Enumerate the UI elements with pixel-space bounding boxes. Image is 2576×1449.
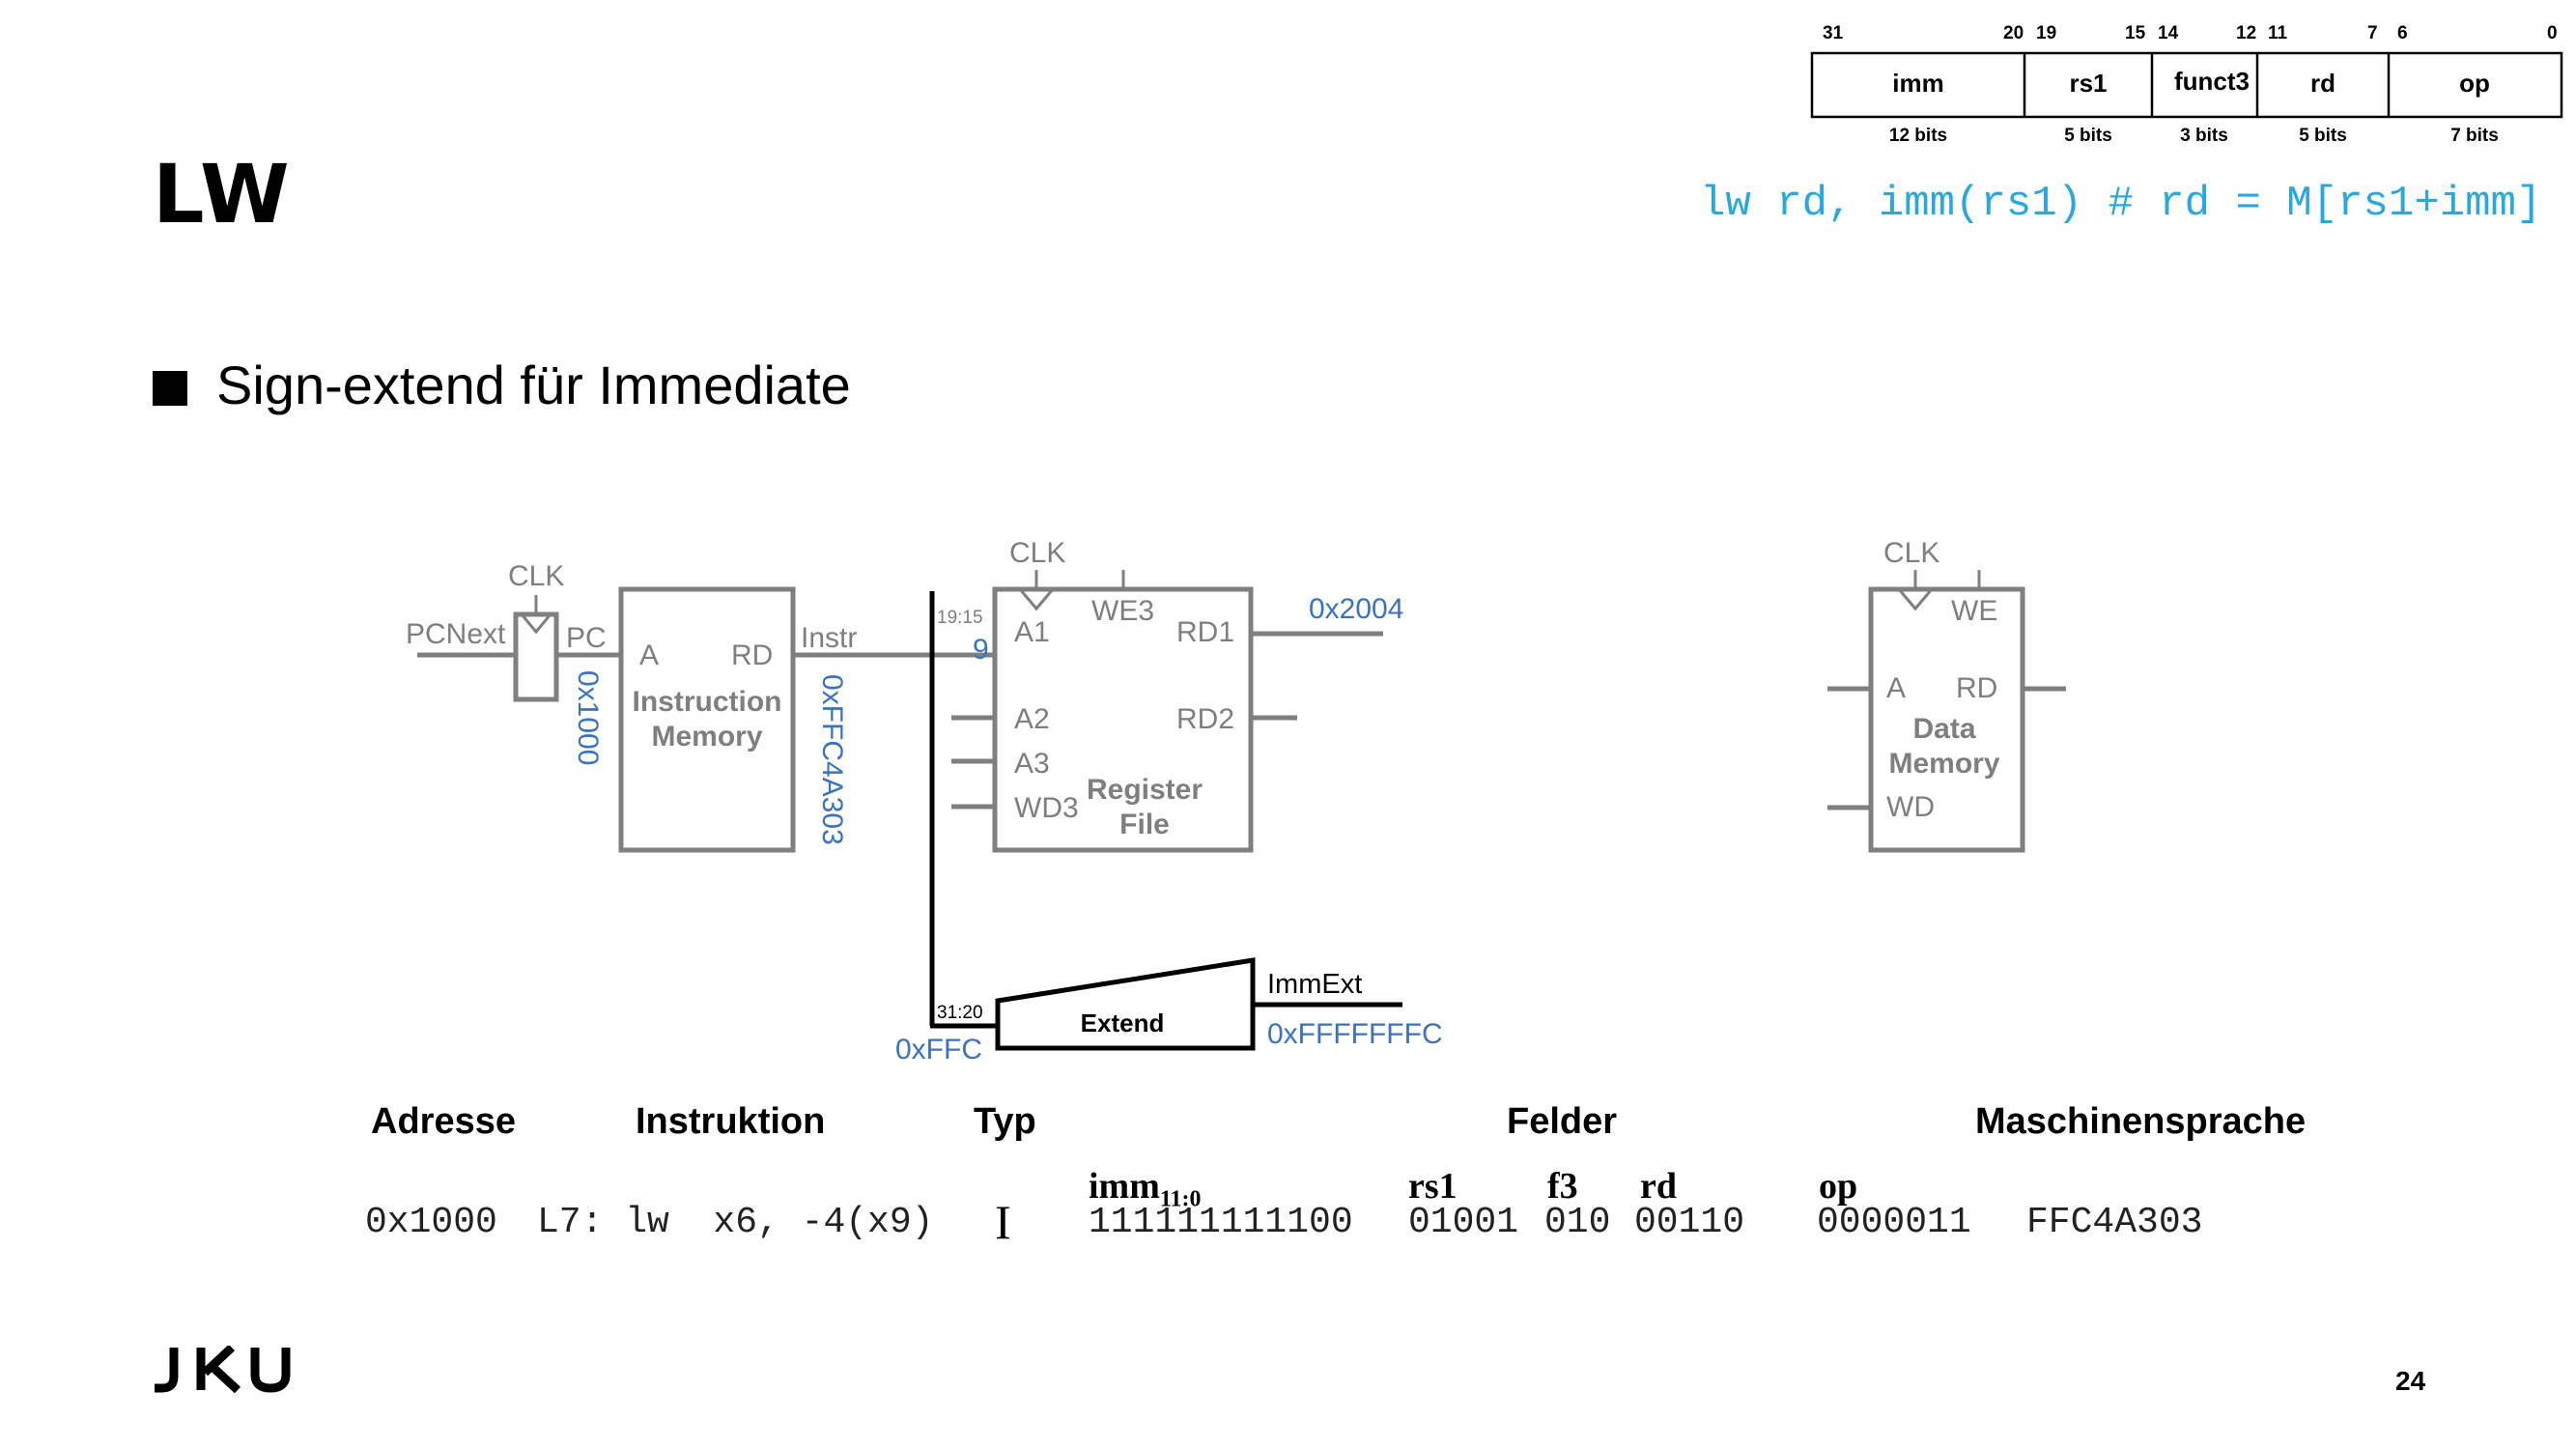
bit-11: 11 (2268, 23, 2288, 43)
instruction-memory (618, 586, 796, 853)
instr-value: 0xFFC4A303 (816, 674, 848, 845)
jku-logo (155, 1346, 291, 1394)
field-label-imm-sub: 11:0 (1159, 1186, 1202, 1212)
bullet-text: Sign-extend für Immediate (216, 355, 851, 415)
dm-name-1: Data (1912, 713, 1975, 745)
header-instruction: Instruktion (636, 1101, 826, 1142)
rf-name-1: Register (1087, 774, 1203, 806)
header-address: Adresse (371, 1101, 516, 1142)
field-funct3: funct3 (2174, 67, 2250, 96)
rf-clock-triangle (1018, 588, 1055, 611)
pc-label: PC (566, 622, 607, 654)
width-op: 7 bits (2450, 126, 2499, 146)
bit-12: 12 (2236, 23, 2256, 43)
rf-a3-label: A3 (1014, 748, 1050, 780)
field-label-rd: rd (1640, 1166, 1677, 1207)
page-number: 24 (2395, 1366, 2426, 1396)
row-imm: 111111111100 (1089, 1202, 1353, 1243)
rf-clk-label: CLK (1009, 537, 1065, 569)
width-imm: 12 bits (1889, 126, 1947, 146)
data-memory (1868, 586, 2025, 853)
dm-name-2: Memory (1888, 748, 1999, 780)
rd1-value: 0x2004 (1309, 593, 1403, 625)
instruction-syntax: lw rd, imm(rs1) # rd = M[rs1+imm] (1700, 180, 2542, 228)
dm-we-label: WE (1951, 595, 1997, 627)
row-type: I (995, 1195, 1011, 1249)
pc-clk-label: CLK (508, 560, 564, 592)
width-funct3: 3 bits (2180, 126, 2228, 146)
rf-a1-label: A1 (1014, 616, 1050, 648)
dm-rd-label: RD (1956, 672, 1997, 704)
rf-rd1-label: RD1 (1176, 616, 1234, 648)
bit-19: 19 (2036, 23, 2056, 43)
row-op: 0000011 (1817, 1202, 1971, 1243)
bullet-square-icon (153, 371, 187, 406)
rf-a2-label: A2 (1014, 703, 1050, 735)
field-label-f3: f3 (1547, 1166, 1578, 1207)
datapath-diagram: CLK PCNext PC A RD Instruction Memory In… (406, 537, 2066, 1065)
field-rd: rd (2310, 69, 2335, 98)
dm-wd-label: WD (1886, 791, 1935, 823)
slide-title: LW (153, 147, 292, 242)
extend-bits-label: 31:20 (937, 1003, 983, 1023)
dm-clk-label: CLK (1883, 537, 1939, 569)
rf-wd3-label: WD3 (1014, 792, 1079, 824)
header-machine: Maschinensprache (1975, 1101, 2307, 1142)
row-rs1: 01001 (1408, 1202, 1519, 1243)
rf-we3-label: WE3 (1091, 595, 1154, 627)
immext-label: ImmExt (1267, 969, 1362, 1000)
extend-name: Extend (1081, 1009, 1165, 1037)
bit-15: 15 (2125, 23, 2146, 43)
instruction-format: 31 20 19 15 14 12 11 7 6 0 imm rs1 funct… (1810, 23, 2563, 146)
pc-clock-triangle (520, 613, 552, 635)
field-label-rs1: rs1 (1408, 1166, 1458, 1207)
field-label-imm: imm11:0 (1089, 1165, 1202, 1213)
field-rs1: rs1 (2069, 69, 2107, 98)
rf-name-2: File (1119, 809, 1170, 840)
field-label-op: op (1819, 1166, 1858, 1207)
immext-value: 0xFFFFFFFC (1267, 1018, 1443, 1050)
imem-name-2: Memory (651, 721, 762, 753)
bit-7: 7 (2367, 23, 2378, 43)
pc-value: 0x1000 (572, 670, 604, 765)
field-imm: imm (1892, 69, 1943, 98)
row-rd: 00110 (1634, 1202, 1745, 1243)
header-type: Typ (974, 1101, 1036, 1142)
imem-a-label: A (639, 639, 659, 671)
width-rs1: 5 bits (2064, 126, 2112, 146)
width-rd: 5 bits (2299, 126, 2347, 146)
field-op: op (2459, 69, 2490, 98)
pc-register (513, 611, 559, 702)
row-f3: 010 (1544, 1202, 1611, 1243)
dm-a-label: A (1886, 672, 1906, 704)
bit-14: 14 (2158, 23, 2179, 43)
instr-label: Instr (801, 622, 857, 654)
row-instruction: L7: lw x6, -4(x9) (537, 1202, 934, 1243)
row-address: 0x1000 (365, 1202, 497, 1243)
a1-value: 9 (973, 634, 989, 666)
header-fields: Felder (1507, 1101, 1618, 1142)
imem-rd-label: RD (731, 639, 773, 671)
imem-name-1: Instruction (633, 686, 782, 718)
bit-31: 31 (1823, 23, 1844, 43)
imm-in-value: 0xFFC (895, 1034, 982, 1065)
pcnext-label: PCNext (406, 618, 506, 650)
field-label-imm-text: imm (1089, 1166, 1160, 1207)
row-machine: FFC4A303 (2026, 1202, 2203, 1243)
dm-clock-triangle (1897, 588, 1934, 611)
bit-20: 20 (2003, 23, 2024, 43)
bit-0: 0 (2547, 23, 2558, 43)
a1-bits-label: 19:15 (937, 608, 983, 628)
bit-6: 6 (2397, 23, 2408, 43)
extend-unit (995, 957, 1256, 1051)
rf-rd2-label: RD2 (1176, 703, 1234, 735)
